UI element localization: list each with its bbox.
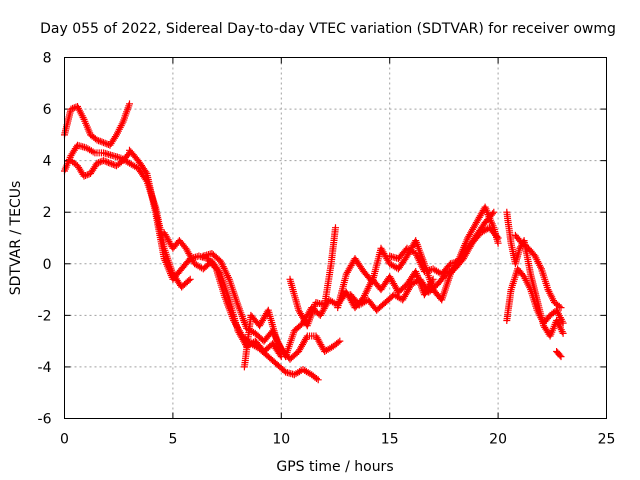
data-point-markers [503, 265, 567, 327]
x-tick-label: 25 [598, 432, 616, 448]
grid-lines [64, 57, 607, 419]
series-track-c [67, 149, 133, 180]
y-tick-label: -2 [38, 308, 52, 324]
series-track-k [386, 208, 498, 278]
data-point-markers [286, 224, 339, 330]
series-track-e [160, 229, 285, 361]
x-tick-label: 15 [381, 432, 399, 448]
x-tick-label: 10 [272, 432, 290, 448]
series-track-l [503, 208, 567, 340]
data-point-markers [160, 229, 285, 361]
series-track-o [553, 348, 565, 361]
y-tick-label: 2 [43, 205, 52, 221]
y-axis-label: SDTVAR / TECUs [8, 181, 24, 296]
series-track-i [334, 203, 502, 312]
y-tick-labels: -6 -4 -2 0 2 4 6 8 [38, 51, 52, 428]
x-tick-label: 0 [60, 432, 69, 448]
data-point-markers [334, 203, 502, 312]
data-point-markers [61, 141, 194, 291]
data-point-markers [61, 100, 133, 149]
x-tick-labels: 0 5 10 15 20 25 [60, 432, 615, 448]
y-tick-label: 6 [43, 102, 52, 118]
data-point-markers [503, 208, 567, 340]
series-track-a [61, 100, 133, 149]
x-tick-label: 5 [168, 432, 177, 448]
y-tick-label: -4 [38, 360, 52, 376]
series-track-h [286, 224, 339, 330]
y-tick-label: 0 [43, 257, 52, 273]
x-axis-label: GPS time / hours [276, 459, 393, 475]
data-points [61, 100, 567, 384]
chart-title: Day 055 of 2022, Sidereal Day-to-day VTE… [40, 21, 616, 37]
data-point-markers [511, 231, 565, 312]
series-track-b [61, 141, 194, 291]
y-tick-label: 8 [43, 51, 52, 67]
plot-frame [64, 57, 607, 419]
y-tick-label: 4 [43, 154, 52, 170]
data-point-markers [553, 348, 565, 361]
y-tick-label: -6 [38, 412, 52, 428]
x-tick-label: 20 [489, 432, 507, 448]
data-point-markers [67, 149, 133, 180]
series-track-m [503, 265, 567, 327]
series-track-n [511, 231, 565, 312]
data-point-markers [386, 208, 498, 278]
